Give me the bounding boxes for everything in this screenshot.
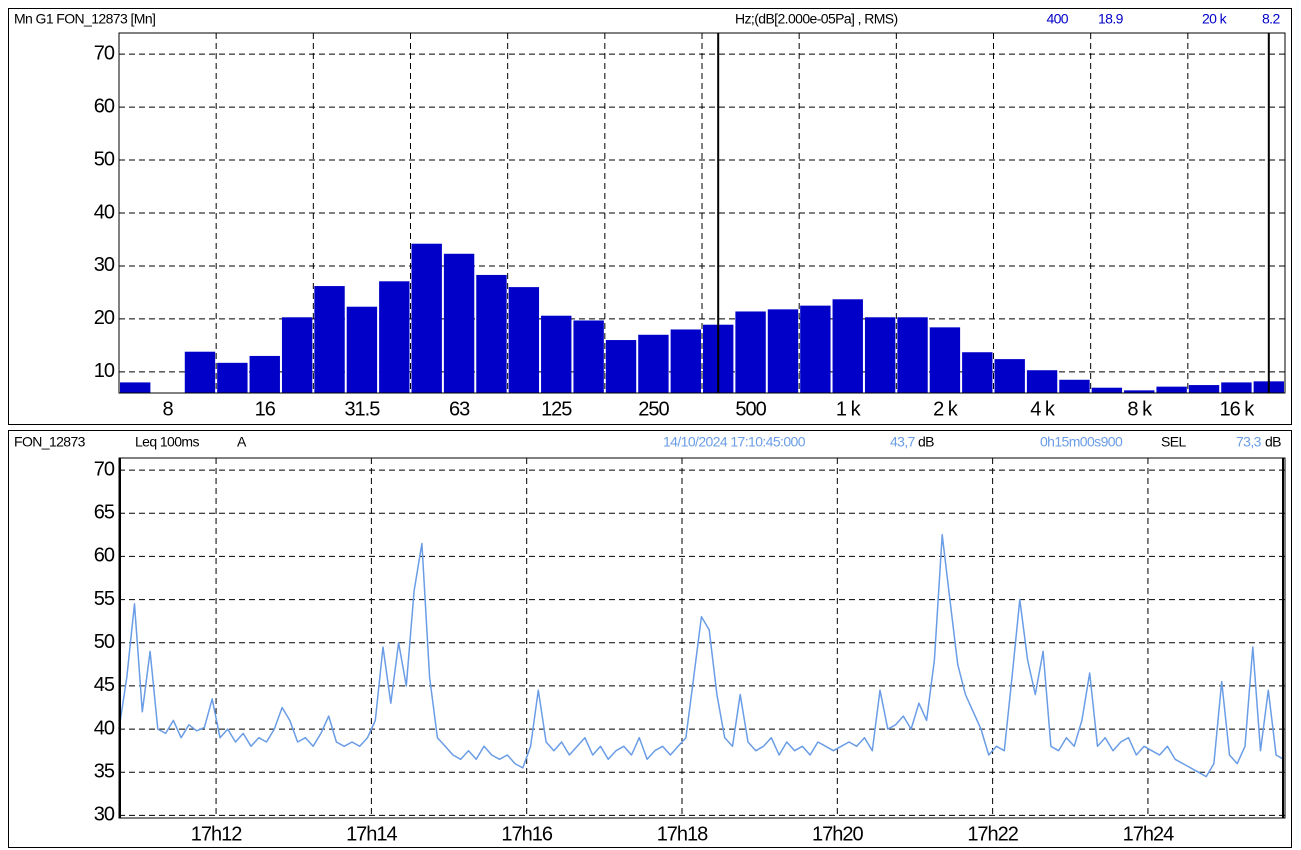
bar (281, 317, 313, 393)
x-tick-label: 8 (163, 398, 174, 420)
bar (476, 274, 507, 393)
sel-value: 73,3 (1236, 434, 1262, 450)
bar (1221, 382, 1252, 393)
unit-label: Hz;(dB[2.000e-05Pa] , RMS) (735, 11, 898, 27)
bar (962, 352, 993, 393)
y-tick-label: 50 (94, 631, 115, 653)
y-tick-label: 65 (94, 502, 115, 524)
x-tick-label: 17h20 (812, 823, 863, 845)
plot-frame (118, 32, 1286, 394)
bar (1059, 379, 1090, 393)
x-tick-label: 17h18 (657, 823, 708, 845)
bar (217, 362, 248, 393)
x-tick-label: 16 k (1220, 398, 1256, 420)
y-tick-label: 10 (94, 360, 115, 382)
sel-label: SEL (1161, 434, 1186, 450)
bar (605, 340, 637, 393)
bar (832, 299, 863, 393)
bar (346, 306, 378, 393)
y-tick-label: 40 (94, 717, 115, 739)
cursor-value: 43,7 (890, 434, 916, 450)
y-tick-label: 70 (94, 42, 115, 64)
bar (314, 286, 345, 393)
y-tick-label: 45 (94, 674, 115, 696)
sel-unit: dB (1265, 434, 1281, 450)
x-tick-label: 63 (449, 398, 470, 420)
x-tick-label: 31.5 (344, 398, 380, 420)
x-tick-label: 2 k (933, 398, 959, 420)
bar (120, 382, 151, 393)
y-tick-label: 55 (94, 588, 115, 610)
line-series (118, 534, 1285, 778)
bar (184, 351, 216, 393)
y-tick-label: 70 (94, 458, 115, 480)
bar (1188, 385, 1220, 393)
x-tick-label: 17h24 (1123, 823, 1174, 845)
bar (541, 315, 572, 393)
bar (1124, 390, 1155, 393)
y-tick-label: 40 (94, 201, 115, 223)
x-tick-label: 17h14 (346, 823, 397, 845)
y-tick-label: 60 (94, 95, 115, 117)
bar (767, 309, 799, 393)
bar (864, 317, 896, 393)
x-tick-label: 250 (638, 398, 669, 420)
bar (735, 311, 766, 393)
panel-title: Mn G1 FON_12873 [Mn] (14, 11, 155, 27)
bar (897, 317, 928, 393)
weighting: A (237, 434, 247, 450)
y-tick-label: 60 (94, 545, 115, 567)
cursor-value: 18.9 (1098, 11, 1124, 27)
x-tick-label: 4 k (1030, 398, 1056, 420)
y-tick-label: 30 (94, 254, 115, 276)
bar (379, 281, 410, 393)
cursor-frequency: 400 (1046, 11, 1068, 27)
x-tick-label: 16 (255, 398, 276, 420)
x-tick-label: 1 k (836, 398, 862, 420)
bar (1026, 370, 1058, 393)
y-tick-label: 35 (94, 761, 115, 783)
bar (443, 253, 475, 393)
bar (508, 287, 540, 393)
x-tick-label: 17h12 (191, 823, 242, 845)
x-tick-label: 125 (541, 398, 572, 420)
duration: 0h15m00s900 (1040, 434, 1123, 450)
cursor-unit: dB (918, 434, 934, 450)
bar (638, 334, 669, 393)
panel-title: FON_12873 (14, 434, 86, 450)
x-tick-label: 500 (735, 398, 766, 420)
x-tick-label: 17h16 (501, 823, 552, 845)
bar (994, 359, 1025, 393)
bar (1156, 386, 1187, 393)
y-tick-label: 50 (94, 148, 115, 170)
bar (249, 355, 280, 393)
bar (929, 327, 961, 393)
bar (800, 305, 831, 393)
x-tick-label: 8 k (1127, 398, 1153, 420)
bar (411, 243, 442, 393)
y-tick-label: 30 (94, 804, 115, 826)
bar (1091, 387, 1123, 393)
cursor-frequency: 20 k (1202, 11, 1228, 27)
bar (573, 320, 604, 393)
bar (670, 329, 701, 393)
subtitle: Leq 100ms (135, 434, 199, 450)
y-tick-label: 20 (94, 307, 115, 329)
cursor-value: 8.2 (1262, 11, 1280, 27)
cursor-time: 14/10/2024 17:10:45:000 (663, 434, 806, 450)
time-panel (8, 430, 1292, 848)
x-tick-label: 17h22 (967, 823, 1018, 845)
